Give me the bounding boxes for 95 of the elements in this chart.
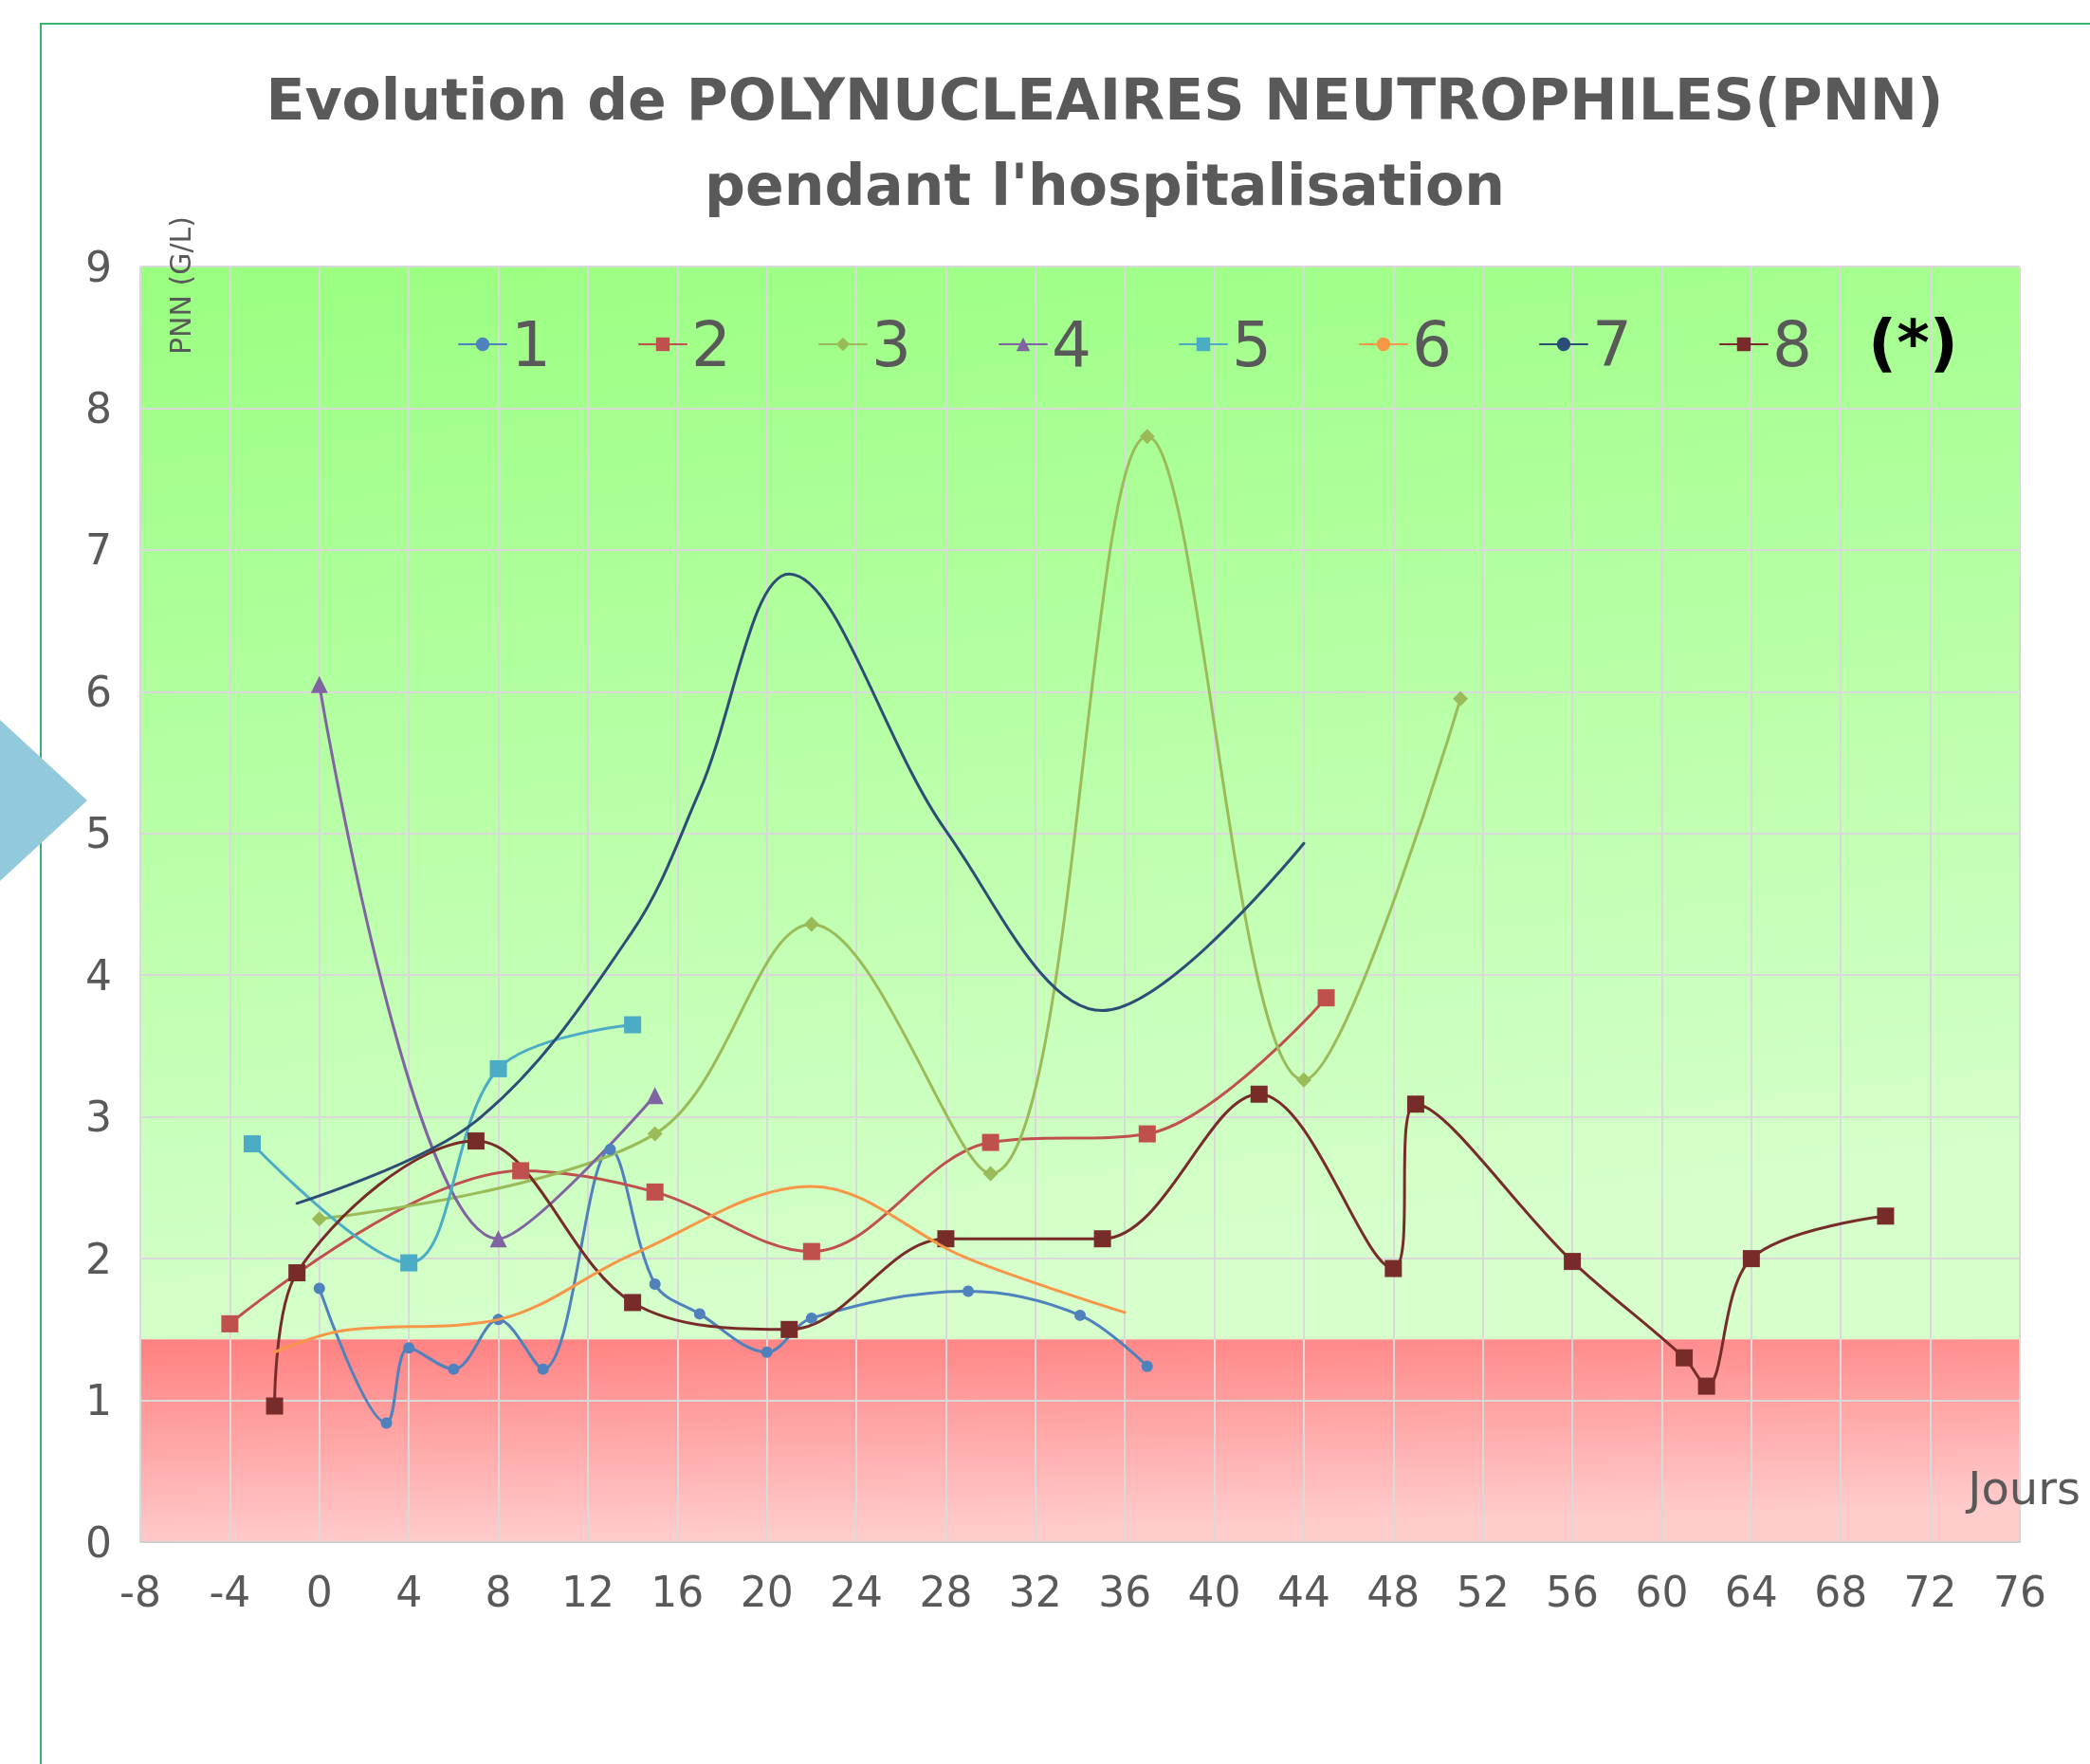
point [1453,690,1469,707]
y-tick-label: 0 [85,1517,112,1567]
point [448,1363,460,1375]
point [780,1320,798,1338]
x-tick-label: 56 [1546,1567,1600,1616]
x-tick-label: 8 [485,1567,512,1616]
y-tick-label: 7 [85,525,112,575]
legend-label: 1 [511,307,551,381]
x-tick-label: 40 [1187,1567,1241,1616]
point [805,1312,817,1324]
legend-label: 4 [1051,307,1091,381]
point [1141,1360,1153,1372]
x-tick-label: 4 [395,1567,423,1616]
point [1138,1125,1156,1143]
point [313,1282,325,1295]
point [1074,1309,1086,1321]
point [937,1230,955,1248]
annotation: (*) [1868,305,1958,379]
point [624,1294,642,1312]
legend-label: 5 [1231,307,1272,381]
point [982,1166,999,1182]
point [646,1183,664,1201]
x-tick-label: 24 [830,1567,884,1616]
point [1384,1259,1402,1277]
y-tick-label: 4 [85,950,112,1000]
point [311,1211,327,1227]
x-tick-label: 68 [1814,1567,1868,1616]
x-tick-label: 32 [1008,1567,1062,1616]
point [243,1135,261,1153]
x-tick-label: 0 [305,1567,333,1616]
x-tick-label: 12 [560,1567,614,1616]
point [624,1016,642,1034]
y-tick-label: 9 [85,242,112,291]
y-tick-label: 6 [85,667,112,716]
point [802,1242,820,1260]
point [649,1278,661,1291]
point [962,1285,975,1297]
x-tick-label: 20 [740,1567,794,1616]
point [400,1254,418,1272]
x-tick-label: 76 [1993,1567,2046,1616]
point [604,1144,616,1156]
x-tick-label: 52 [1456,1567,1510,1616]
x-tick-label: 64 [1724,1567,1778,1616]
point [489,1059,507,1077]
point [1877,1207,1895,1225]
legend-label: 7 [1591,307,1632,381]
point [646,1087,664,1105]
x-tick-label: 16 [651,1567,705,1616]
legend-label: 8 [1771,307,1812,381]
point [1676,1349,1694,1367]
point [647,1126,663,1142]
point [512,1162,530,1180]
point [1093,1230,1111,1248]
point [981,1133,999,1151]
point [467,1132,485,1150]
x-tick-label: 36 [1098,1567,1152,1616]
point [1139,429,1155,445]
line-series [295,572,1306,1205]
x-tick-label: -8 [119,1567,161,1616]
point [489,1230,507,1248]
point [403,1342,415,1354]
point [761,1346,773,1358]
point [693,1308,706,1320]
x-axis-title: Jours [1965,1461,2081,1515]
point [803,916,819,932]
point [1742,1250,1760,1268]
y-tick-label: 2 [85,1234,112,1283]
line-series [273,1185,1127,1354]
point [1697,1377,1715,1395]
y-tick-label: 1 [85,1376,112,1425]
point [1564,1253,1582,1271]
point [537,1363,549,1375]
y-tick-label: 8 [85,383,112,432]
x-tick-label: 28 [919,1567,973,1616]
x-tick-label: 48 [1366,1567,1421,1616]
point [288,1264,306,1282]
point [1250,1085,1268,1103]
point [380,1417,393,1429]
legend-label: 2 [690,307,731,381]
point [1317,989,1335,1007]
point [1406,1095,1424,1113]
point [1295,1072,1311,1088]
x-tick-label: -4 [209,1567,251,1616]
point [266,1397,284,1415]
chart-title: Evolution de POLYNUCLEAIRES NEUTROPHILES(PNN) pendant l'hospitalisation [266,66,1944,218]
x-tick-label: 72 [1903,1567,1957,1616]
y-tick-label: 5 [85,809,112,858]
legend-label: 3 [871,307,911,381]
point [310,675,328,693]
y-tick-label: 3 [85,1093,112,1142]
y-axis-title: PNN (G/L) [163,215,197,355]
legend-label: 6 [1411,307,1452,381]
x-tick-label: 60 [1635,1567,1689,1616]
point [221,1314,239,1332]
x-tick-label: 44 [1276,1567,1330,1616]
